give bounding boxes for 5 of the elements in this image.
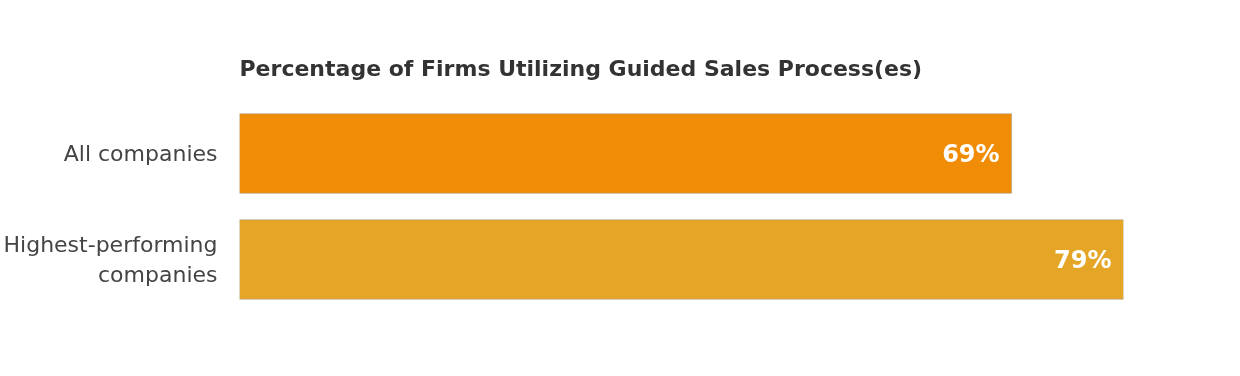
chart-title: Percentage of Firms Utilizing Guided Sales Process(es) [239,55,923,81]
y-tick-label: All companies [63,141,218,166]
data-label: 79% [1054,245,1112,274]
y-tick-label: Highest-performing companies [3,232,218,287]
data-label: 69% [942,139,1000,168]
